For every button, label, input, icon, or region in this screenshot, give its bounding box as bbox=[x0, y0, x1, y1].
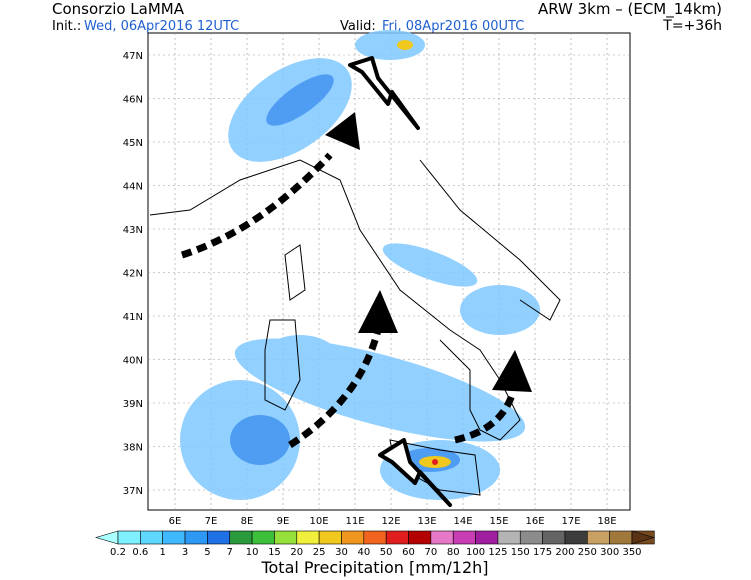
lat-label: 46N bbox=[123, 95, 143, 106]
lon-label: 11E bbox=[345, 516, 364, 527]
colorbar-box bbox=[385, 530, 409, 545]
colorbar-box bbox=[296, 530, 320, 545]
map bbox=[147, 30, 631, 511]
colorbar-label: 20 bbox=[290, 547, 303, 558]
colorbar-label: 125 bbox=[488, 547, 507, 558]
colorbar-box bbox=[452, 530, 476, 545]
model: ARW 3km – (ECM_14km) bbox=[538, 0, 722, 19]
colorbar-label: 100 bbox=[466, 547, 485, 558]
colorbar-box bbox=[274, 530, 298, 545]
colorbar-label: 0.2 bbox=[110, 547, 126, 558]
flow-arrows bbox=[325, 112, 532, 392]
colorbar-box bbox=[542, 530, 566, 545]
colorbar-box bbox=[229, 530, 253, 545]
init: Wed, 06Apr2016 12UTC bbox=[84, 19, 239, 34]
colorbar-high bbox=[631, 530, 656, 545]
coastlines bbox=[149, 159, 561, 496]
colorbar-box bbox=[587, 530, 610, 545]
lat-label: 47N bbox=[123, 51, 143, 62]
lon-label: 13E bbox=[417, 516, 436, 527]
flow-paths bbox=[180, 152, 516, 448]
lat-label: 39N bbox=[123, 399, 143, 410]
valid-label: Valid: bbox=[340, 19, 376, 34]
colorbar-label: 30 bbox=[335, 547, 348, 558]
valid: Fri, 08Apr2016 00UTC bbox=[382, 19, 524, 34]
colorbar-label: 10 bbox=[246, 547, 259, 558]
colorbar-box bbox=[318, 530, 342, 545]
lon-labels: 6E 7E 8E 9E 10E 11E 12E 13E 14E 15E 16E 17E 18E bbox=[169, 516, 617, 527]
colorbar-box bbox=[162, 530, 186, 545]
colorbar-box bbox=[564, 530, 588, 545]
colorbar-label: 200 bbox=[555, 547, 574, 558]
precip-peak bbox=[432, 459, 438, 465]
org: Consorzio LaMMA bbox=[52, 0, 185, 18]
lat-label: 42N bbox=[123, 269, 143, 280]
colorbar-box bbox=[341, 530, 365, 545]
colorbar-box bbox=[117, 530, 141, 545]
colorbar-label: 25 bbox=[313, 547, 326, 558]
lon-label: 8E bbox=[241, 516, 254, 527]
lat-label: 38N bbox=[123, 443, 143, 454]
colorbar-label: 15 bbox=[268, 547, 281, 558]
colorbar-label: 175 bbox=[533, 547, 552, 558]
colorbar-label: 250 bbox=[578, 547, 597, 558]
colorbar: 0.2 0.6 1 3 5 7 10 15 20 25 30 40 50 60 70 80 100 125 150 1… bbox=[94, 530, 656, 558]
colorbar-box bbox=[184, 530, 208, 545]
colorbar-low bbox=[94, 530, 119, 545]
lon-label: 12E bbox=[381, 516, 400, 527]
colorbar-label: 1 bbox=[160, 547, 166, 558]
lon-label: 14E bbox=[453, 516, 472, 527]
lat-label: 37N bbox=[123, 486, 143, 497]
colorbar-label: 0.6 bbox=[132, 547, 148, 558]
colorbar-box bbox=[207, 530, 231, 545]
colorbar-label: 70 bbox=[425, 547, 438, 558]
colorbar-box bbox=[519, 530, 543, 545]
lon-label: 15E bbox=[489, 516, 508, 527]
colorbar-box bbox=[251, 530, 275, 545]
lightning bbox=[348, 56, 452, 507]
lon-label: 6E bbox=[169, 516, 182, 527]
precip-core bbox=[230, 74, 460, 472]
colorbar-label: 150 bbox=[511, 547, 530, 558]
colorbar-label: 3 bbox=[182, 547, 188, 558]
lon-label: 10E bbox=[309, 516, 328, 527]
lon-label: 9E bbox=[277, 516, 290, 527]
lon-label: 7E bbox=[205, 516, 218, 527]
colorbar-box bbox=[430, 530, 454, 545]
colorbar-label: 60 bbox=[402, 547, 415, 558]
lon-label: 18E bbox=[597, 516, 616, 527]
colorbar-box bbox=[363, 530, 387, 545]
colorbar-box bbox=[475, 530, 499, 545]
lon-label: 17E bbox=[561, 516, 580, 527]
colorbar-box bbox=[408, 530, 432, 545]
lat-labels: 47N 46N 45N 44N 43N 42N 41N 40N 39N 38N 37N bbox=[123, 51, 143, 497]
lon-label: 16E bbox=[525, 516, 544, 527]
colorbar-label: 5 bbox=[204, 547, 210, 558]
lat-label: 44N bbox=[123, 182, 143, 193]
colorbar-label: 7 bbox=[227, 547, 233, 558]
lead: T=+36h bbox=[662, 18, 722, 34]
colorbar-label: 40 bbox=[357, 547, 370, 558]
colorbar-label: 300 bbox=[600, 547, 619, 558]
lat-label: 40N bbox=[123, 356, 143, 367]
lat-label: 45N bbox=[123, 138, 143, 149]
colorbar-box bbox=[140, 530, 163, 545]
lat-label: 41N bbox=[123, 312, 143, 323]
lat-label: 43N bbox=[123, 225, 143, 236]
colorbar-label: 350 bbox=[622, 547, 641, 558]
init-label: Init.: bbox=[52, 19, 81, 34]
colorbar-title: Total Precipitation [mm/12h] bbox=[260, 558, 488, 577]
colorbar-label: 80 bbox=[447, 547, 460, 558]
precip-field bbox=[180, 30, 540, 500]
colorbar-label: 50 bbox=[380, 547, 393, 558]
colorbar-box bbox=[609, 530, 633, 545]
colorbar-box bbox=[497, 530, 521, 545]
